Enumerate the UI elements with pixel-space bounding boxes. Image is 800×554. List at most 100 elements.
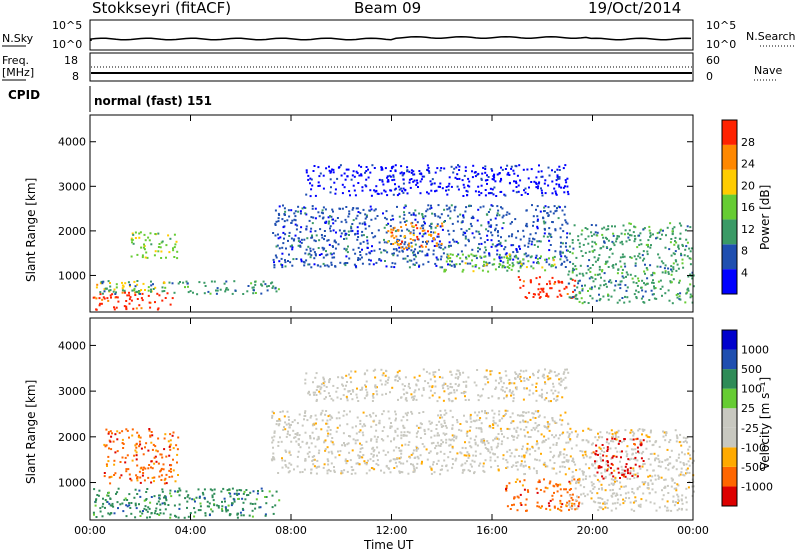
echo-cell — [412, 471, 415, 473]
echo-cell — [141, 254, 144, 257]
echo-cell — [465, 384, 468, 387]
echo-cell — [564, 164, 567, 167]
echo-cell — [168, 281, 171, 284]
echo-cell — [396, 427, 399, 430]
echo-cell — [591, 250, 594, 253]
echo-cell — [596, 231, 599, 234]
echo-cell — [621, 256, 624, 259]
echo-cell — [325, 422, 328, 425]
echo-cell — [459, 213, 462, 216]
echo-cell — [408, 170, 411, 173]
echo-cell — [558, 289, 561, 292]
echo-cell — [407, 243, 410, 246]
velocity-colorbar-label: Velocity [m s⁻¹] — [758, 376, 772, 470]
echo-cell — [548, 372, 551, 374]
echo-cell — [638, 451, 641, 454]
echo-cell — [347, 390, 350, 393]
echo-cell — [325, 220, 328, 223]
echo-cell — [121, 502, 124, 505]
echo-cell — [559, 293, 562, 296]
echo-cell — [158, 494, 160, 497]
echo-cell — [561, 396, 564, 399]
echo-cell — [450, 264, 453, 267]
echo-cell — [270, 282, 272, 285]
echo-cell — [668, 299, 671, 302]
echo-cell — [394, 410, 397, 413]
echo-cell — [358, 463, 361, 466]
echo-cell — [582, 473, 585, 476]
echo-cell — [211, 494, 214, 497]
echo-cell — [448, 207, 451, 210]
echo-cell — [360, 165, 363, 168]
echo-cell — [351, 449, 354, 452]
echo-cell — [359, 389, 362, 391]
echo-cell — [178, 503, 181, 506]
echo-cell — [491, 243, 494, 246]
echo-cell — [493, 412, 496, 415]
echo-cell — [382, 449, 385, 452]
echo-cell — [143, 499, 146, 502]
echo-cell — [537, 245, 539, 248]
echo-cell — [198, 495, 201, 498]
echo-cell — [512, 420, 515, 423]
echo-cell — [435, 264, 438, 267]
echo-cell — [316, 386, 319, 389]
echo-cell — [594, 460, 596, 463]
echo-cell — [464, 232, 467, 235]
echo-cell — [98, 304, 101, 307]
echo-cell — [356, 439, 359, 442]
echo-cell — [441, 468, 443, 471]
echo-cell — [677, 500, 680, 502]
echo-cell — [277, 237, 280, 240]
echo-cell — [634, 456, 637, 459]
echo-cell — [413, 239, 416, 242]
echo-cell — [433, 375, 436, 378]
echo-cell — [406, 411, 409, 414]
echo-cell — [125, 504, 128, 507]
echo-cell — [504, 246, 507, 249]
echo-cell — [685, 245, 688, 248]
echo-cell — [606, 438, 609, 441]
echo-cell — [439, 409, 442, 412]
echo-cell — [547, 295, 550, 298]
echo-cell — [297, 210, 300, 213]
echo-cell — [283, 426, 285, 429]
echo-cell — [148, 301, 151, 304]
echo-cell — [498, 265, 500, 268]
echo-cell — [421, 443, 424, 445]
echo-cell — [251, 515, 254, 518]
echo-cell — [329, 433, 332, 436]
echo-cell — [484, 168, 487, 170]
echo-cell — [464, 447, 467, 450]
echo-cell — [598, 435, 601, 438]
echo-cell — [490, 239, 493, 242]
echo-cell — [465, 385, 468, 388]
echo-cell — [128, 473, 131, 476]
echo-cell — [343, 247, 346, 250]
echo-cell — [242, 501, 245, 504]
echo-cell — [590, 276, 593, 278]
echo-cell — [412, 251, 414, 254]
echo-cell — [493, 263, 496, 266]
echo-cell — [615, 507, 618, 510]
echo-cell — [672, 252, 675, 255]
echo-cell — [610, 247, 612, 250]
echo-cell — [562, 251, 564, 254]
echo-cell — [371, 447, 374, 450]
echo-cell — [657, 253, 660, 256]
echo-cell — [552, 385, 555, 388]
echo-cell — [609, 489, 612, 492]
echo-cell — [437, 215, 440, 218]
echo-cell — [498, 172, 501, 174]
echo-cell — [572, 247, 575, 250]
echo-cell — [613, 289, 616, 292]
echo-cell — [539, 291, 542, 294]
echo-cell — [484, 410, 487, 412]
echo-cell — [121, 281, 123, 284]
echo-cell — [564, 179, 567, 182]
echo-cell — [662, 262, 665, 265]
echo-cell — [307, 392, 310, 395]
echo-cell — [631, 277, 634, 280]
echo-cell — [383, 226, 386, 229]
echo-cell — [291, 421, 294, 423]
